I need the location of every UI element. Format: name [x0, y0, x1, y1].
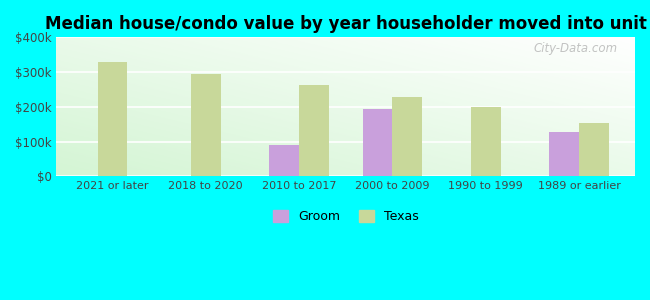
Bar — [393, 97, 422, 176]
Bar — [579, 123, 609, 176]
Bar — [191, 74, 221, 176]
Bar — [471, 107, 500, 176]
Bar — [363, 109, 393, 176]
Title: Median house/condo value by year householder moved into unit: Median house/condo value by year househo… — [45, 15, 647, 33]
Bar — [269, 145, 299, 176]
Legend: Groom, Texas: Groom, Texas — [268, 205, 424, 228]
Text: City-Data.com: City-Data.com — [534, 41, 618, 55]
Bar — [549, 132, 579, 176]
Bar — [299, 85, 329, 176]
Bar — [98, 61, 127, 176]
